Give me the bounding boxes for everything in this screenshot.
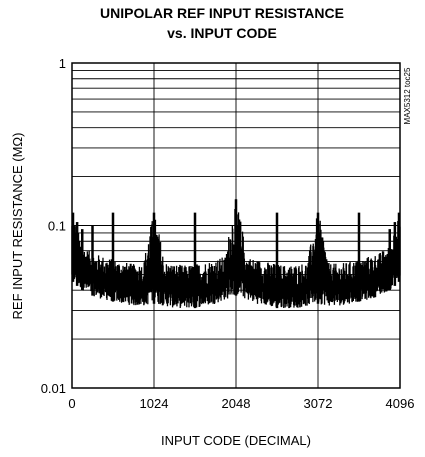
figure-code: MAX5312 toc25 xyxy=(403,67,412,124)
x-axis-label: INPUT CODE (DECIMAL) xyxy=(161,433,311,448)
plot-frame xyxy=(71,62,401,389)
y-axis-label: REF INPUT RESISTANCE (MΩ) xyxy=(10,133,25,320)
plot-area xyxy=(71,199,401,309)
x-tick-label: 4096 xyxy=(386,396,415,411)
x-tick-label: 0 xyxy=(68,396,75,411)
x-tick-label: 2048 xyxy=(222,396,251,411)
grid xyxy=(72,63,400,388)
chart-title-line2: vs. INPUT CODE xyxy=(167,25,277,41)
y-tick-label: 0.01 xyxy=(41,381,66,396)
y-tick-label: 0.1 xyxy=(48,219,66,234)
y-tick-label: 1 xyxy=(59,56,66,71)
chart-title-line1: UNIPOLAR REF INPUT RESISTANCE xyxy=(100,5,344,21)
x-tick-labels: 0 1024 2048 3072 4096 xyxy=(68,396,414,411)
x-tick-label: 1024 xyxy=(140,396,169,411)
y-tick-labels: 1 0.1 0.01 xyxy=(41,56,66,396)
x-tick-label: 3072 xyxy=(304,396,333,411)
